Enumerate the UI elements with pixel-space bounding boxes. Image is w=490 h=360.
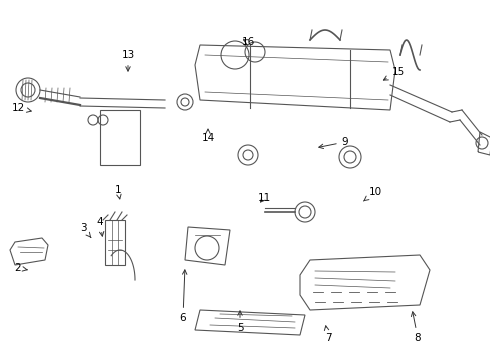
Text: 8: 8 [412, 312, 421, 343]
Text: 5: 5 [237, 311, 244, 333]
Text: 16: 16 [242, 37, 255, 47]
Text: 7: 7 [324, 326, 331, 343]
Text: 6: 6 [180, 270, 187, 323]
Text: 14: 14 [201, 129, 215, 143]
Text: 1: 1 [115, 185, 122, 199]
Text: 4: 4 [97, 217, 104, 236]
Text: 3: 3 [80, 223, 91, 238]
Text: 11: 11 [257, 193, 270, 203]
Text: 2: 2 [15, 263, 27, 273]
Text: 12: 12 [11, 103, 31, 113]
Text: 13: 13 [122, 50, 135, 71]
Text: 9: 9 [319, 137, 348, 149]
Text: 15: 15 [383, 67, 405, 80]
Text: 10: 10 [364, 187, 382, 201]
